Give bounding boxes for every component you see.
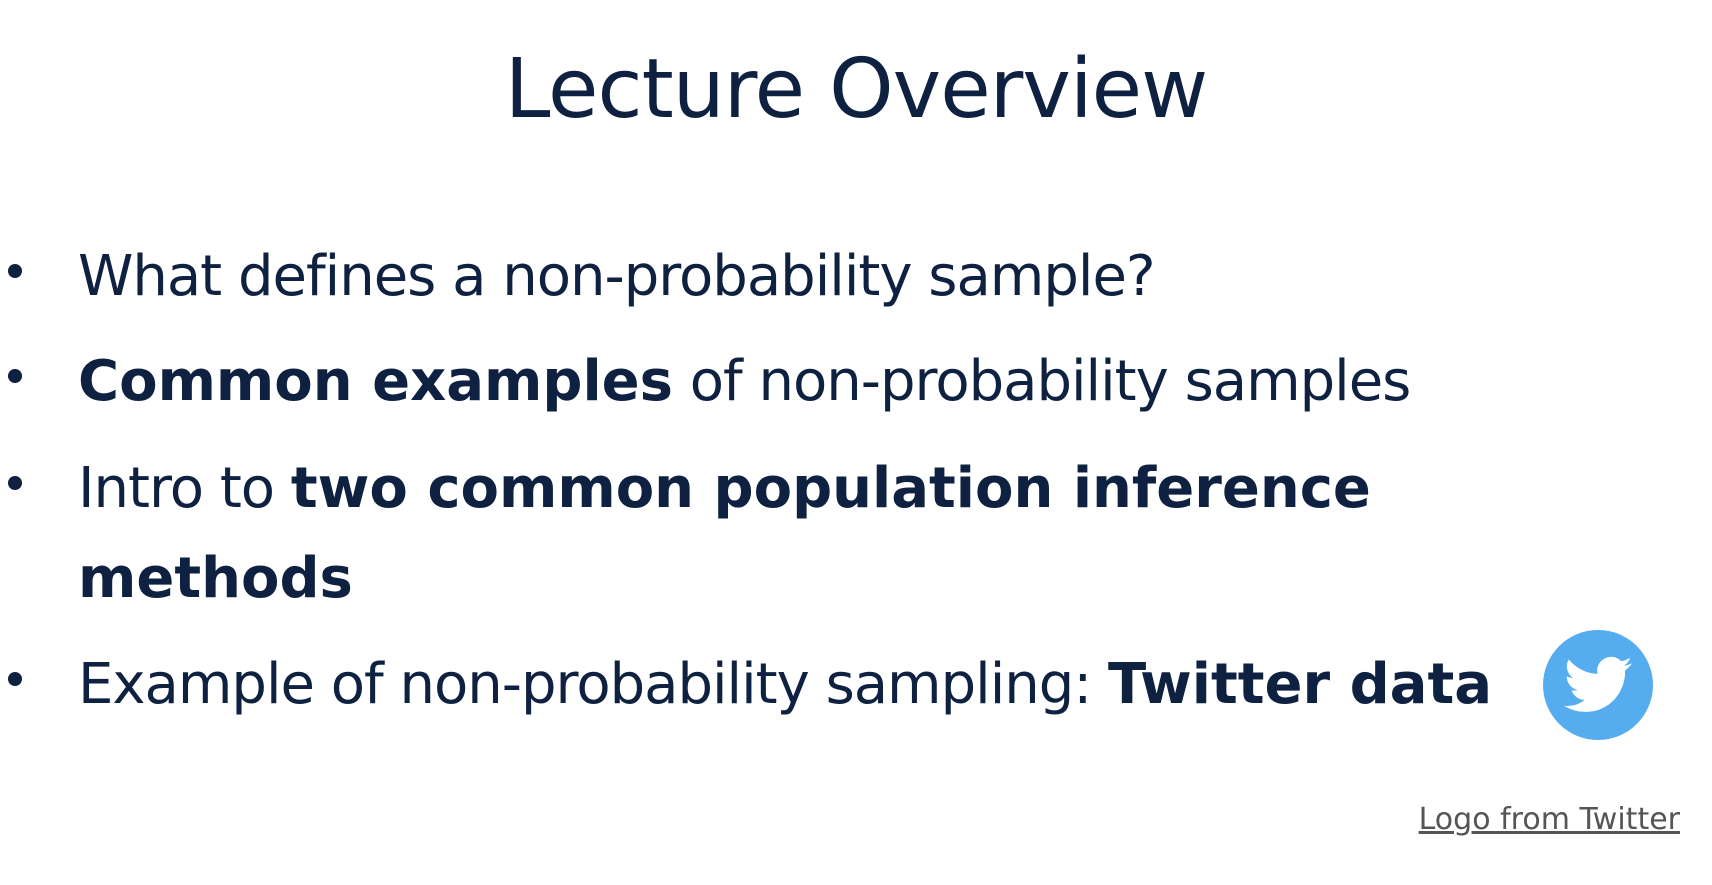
bullet-segment-bold: Twitter data	[1107, 652, 1493, 717]
bullet-item: Example of non-probability sampling: Twi…	[0, 640, 1712, 730]
bullet-segment-bold: two common population inference methods	[78, 456, 1371, 611]
bullet-segment: of non-probability samples	[672, 349, 1412, 414]
slide-title: Lecture Overview	[504, 42, 1208, 137]
bullet-segment: Example of non-probability sampling:	[78, 652, 1108, 717]
bullet-dot-icon	[8, 476, 22, 490]
bullet-segment: Intro to	[78, 456, 291, 521]
bullet-item: Common examples of non-probability sampl…	[0, 337, 1712, 427]
bullet-text: Example of non-probability sampling: Twi…	[78, 640, 1552, 730]
bullet-item: What defines a non-probability sample?	[0, 232, 1712, 322]
bullet-text: Common examples of non-probability sampl…	[78, 337, 1552, 427]
bullet-segment-bold: Common examples	[78, 349, 673, 414]
bullet-dot-icon	[8, 264, 22, 278]
bullet-item: Intro to two common population inference…	[0, 444, 1712, 634]
bullet-text: What defines a non-probability sample?	[78, 232, 1552, 322]
bullet-segment: What defines a non-probability sample?	[78, 244, 1156, 309]
bullet-dot-icon	[8, 369, 22, 383]
twitter-bird-icon	[1543, 630, 1653, 740]
bullet-text: Intro to two common population inference…	[78, 444, 1552, 624]
twitter-bird-glyph	[1564, 656, 1632, 712]
logo-credit-link[interactable]: Logo from Twitter	[1418, 802, 1680, 837]
bullet-dot-icon	[8, 672, 22, 686]
